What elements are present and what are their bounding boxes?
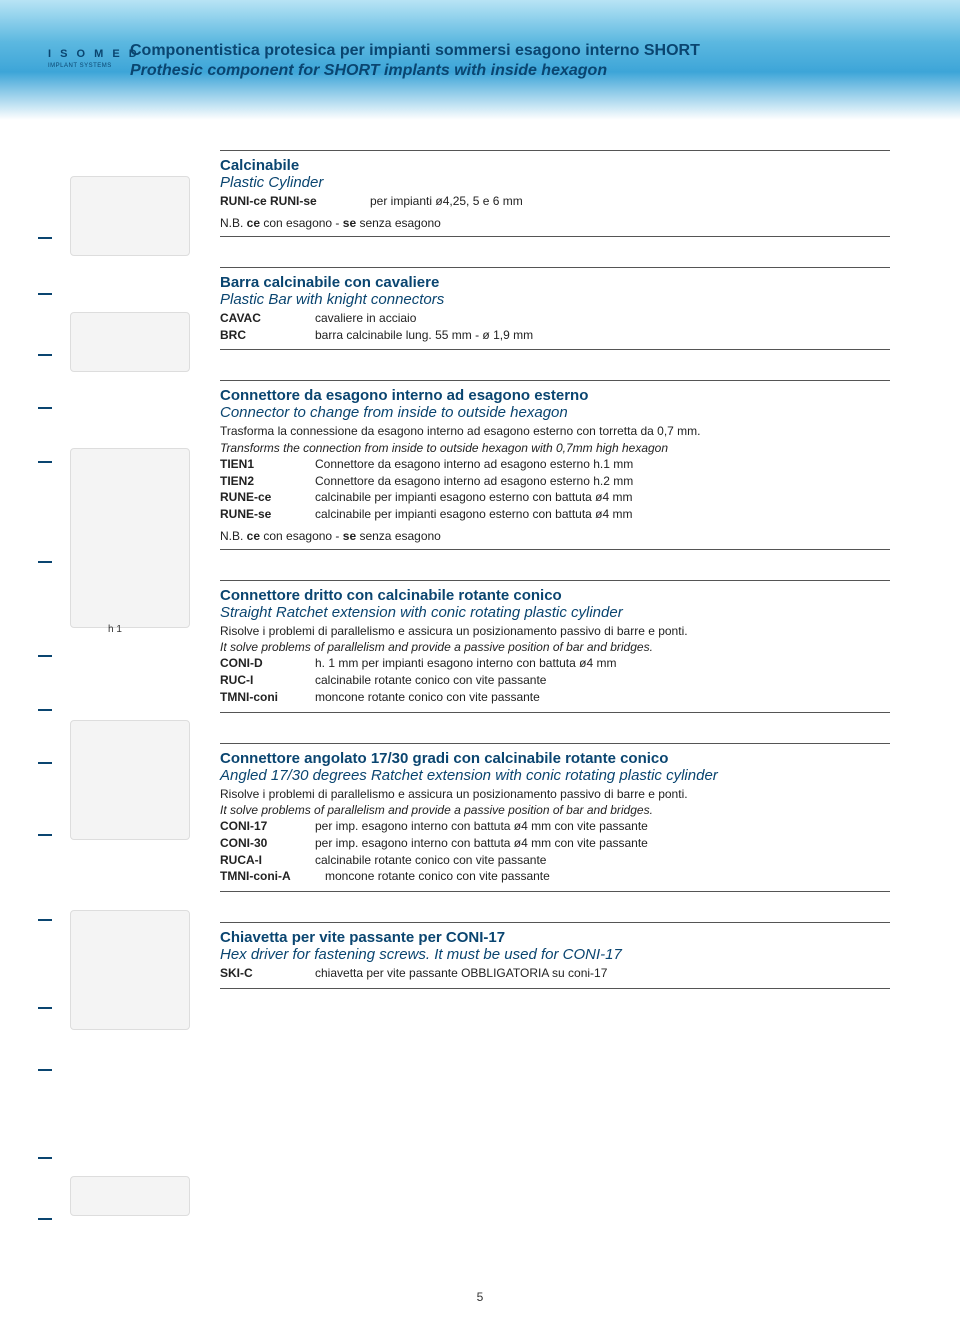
section-chiavetta: Chiavetta per vite passante per CONI-17 … — [220, 922, 890, 989]
h1-label: h 1 — [108, 624, 122, 635]
margin-tick — [38, 237, 52, 239]
margin-tick — [38, 1157, 52, 1159]
product-desc: calcinabile per impianti esagono esterno… — [315, 489, 890, 506]
product-row: CONI-30per imp. esagono interno con batt… — [220, 835, 890, 852]
product-desc: Connettore da esagono interno ad esagono… — [315, 473, 890, 490]
product-row: RUCA-Icalcinabile rotante conico con vit… — [220, 852, 890, 869]
margin-tick — [38, 919, 52, 921]
margin-tick — [38, 1069, 52, 1071]
product-code: TIEN1 — [220, 456, 315, 473]
product-desc: barra calcinabile lung. 55 mm - ø 1,9 mm — [315, 327, 890, 344]
product-row: CAVAC cavaliere in acciaio — [220, 310, 890, 327]
sec-title-it: Connettore angolato 17/30 gradi con calc… — [220, 750, 890, 767]
margin-tick — [38, 762, 52, 764]
sec-title-it: Calcinabile — [220, 157, 890, 174]
sec-desc-it: Trasforma la connessione da esagono inte… — [220, 423, 890, 439]
product-code: RUCA-I — [220, 852, 315, 869]
sec-desc-en: Transforms the connection from inside to… — [220, 440, 890, 456]
product-desc: per impianti ø4,25, 5 e 6 mm — [370, 193, 890, 210]
header-title-it: Componentistica protesica per impianti s… — [130, 42, 920, 60]
product-code: RUNE-se — [220, 506, 315, 523]
product-row: CONI-Dh. 1 mm per impianti esagono inter… — [220, 655, 890, 672]
section-connettore-angolato: Connettore angolato 17/30 gradi con calc… — [220, 743, 890, 893]
margin-tick — [38, 834, 52, 836]
product-image — [70, 448, 190, 628]
product-row: BRC barra calcinabile lung. 55 mm - ø 1,… — [220, 327, 890, 344]
section-connettore-dritto: Connettore dritto con calcinabile rotant… — [220, 580, 890, 713]
section-calcinabile: Calcinabile Plastic Cylinder RUNI-ce RUN… — [220, 150, 890, 237]
product-desc: per imp. esagono interno con battuta ø4 … — [315, 818, 890, 835]
product-desc: h. 1 mm per impianti esagono interno con… — [315, 655, 890, 672]
logo-subtext: IMPLANT SYSTEMS — [48, 63, 112, 69]
sec-title-it: Chiavetta per vite passante per CONI-17 — [220, 929, 890, 946]
product-image — [70, 312, 190, 372]
sec-title-en: Hex driver for fastening screws. It must… — [220, 946, 890, 963]
margin-tick — [38, 1007, 52, 1009]
product-row: RUNE-secalcinabile per impianti esagono … — [220, 506, 890, 523]
product-desc: calcinabile rotante conico con vite pass… — [315, 672, 890, 689]
margin-tick — [38, 561, 52, 563]
product-code: BRC — [220, 327, 315, 344]
margin-tick — [38, 354, 52, 356]
product-desc: calcinabile per impianti esagono esterno… — [315, 506, 890, 523]
product-row: TMNI-conimoncone rotante conico con vite… — [220, 689, 890, 706]
sec-title-en: Plastic Cylinder — [220, 174, 890, 191]
header-band: I S O M E D IMPLANT SYSTEMS Componentist… — [0, 0, 960, 120]
sec-desc-it: Risolve i problemi di parallelismo e ass… — [220, 786, 890, 802]
product-desc: Connettore da esagono interno ad esagono… — [315, 456, 890, 473]
header-title-en: Prothesic component for SHORT implants w… — [130, 62, 920, 80]
sec-desc-en: It solve problems of parallelism and pro… — [220, 639, 890, 655]
product-code: CONI-D — [220, 655, 315, 672]
product-row: CONI-17per imp. esagono interno con batt… — [220, 818, 890, 835]
sec-title-en: Connector to change from inside to outsi… — [220, 404, 890, 421]
product-image — [70, 176, 190, 256]
sec-title-en: Angled 17/30 degrees Ratchet extension w… — [220, 767, 890, 784]
margin-tick — [38, 655, 52, 657]
page-number: 5 — [0, 1290, 960, 1304]
margin-tick — [38, 407, 52, 409]
product-desc: calcinabile rotante conico con vite pass… — [315, 852, 890, 869]
note: N.B. ce con esagono - se senza esagono — [220, 529, 890, 543]
product-row: RUC-Icalcinabile rotante conico con vite… — [220, 672, 890, 689]
product-desc: chiavetta per vite passante OBBLIGATORIA… — [315, 965, 890, 982]
margin-tick — [38, 1218, 52, 1220]
sec-title-it: Connettore dritto con calcinabile rotant… — [220, 587, 890, 604]
sec-title-en: Plastic Bar with knight connectors — [220, 291, 890, 308]
product-desc: cavaliere in acciaio — [315, 310, 890, 327]
sec-title-it: Connettore da esagono interno ad esagono… — [220, 387, 890, 404]
margin-tick — [38, 461, 52, 463]
product-desc: moncone rotante conico con vite passante — [325, 868, 890, 885]
product-code: RUNE-ce — [220, 489, 315, 506]
sec-desc-en: It solve problems of parallelism and pro… — [220, 802, 890, 818]
note: N.B. ce con esagono - se senza esagono — [220, 216, 890, 230]
sec-title-it: Barra calcinabile con cavaliere — [220, 274, 890, 291]
product-row: RUNI-ce RUNI-se per impianti ø4,25, 5 e … — [220, 193, 890, 210]
product-code: RUNI-ce RUNI-se — [220, 193, 370, 210]
product-code: RUC-I — [220, 672, 315, 689]
product-code: TMNI-coni-A — [220, 868, 325, 885]
product-row: TIEN2Connettore da esagono interno ad es… — [220, 473, 890, 490]
product-image — [70, 720, 190, 840]
product-desc: moncone rotante conico con vite passante — [315, 689, 890, 706]
product-code: CONI-30 — [220, 835, 315, 852]
section-connettore-esagono: Connettore da esagono interno ad esagono… — [220, 380, 890, 550]
product-image — [70, 1176, 190, 1216]
margin-tick — [38, 709, 52, 711]
product-row: SKI-Cchiavetta per vite passante OBBLIGA… — [220, 965, 890, 982]
product-code: TIEN2 — [220, 473, 315, 490]
product-row: TIEN1Connettore da esagono interno ad es… — [220, 456, 890, 473]
product-row: RUNE-cecalcinabile per impianti esagono … — [220, 489, 890, 506]
section-barra: Barra calcinabile con cavaliere Plastic … — [220, 267, 890, 351]
margin-tick — [38, 293, 52, 295]
product-code: CAVAC — [220, 310, 315, 327]
product-image — [70, 910, 190, 1030]
product-code: TMNI-coni — [220, 689, 315, 706]
product-desc: per imp. esagono interno con battuta ø4 … — [315, 835, 890, 852]
product-code: CONI-17 — [220, 818, 315, 835]
sec-desc-it: Risolve i problemi di parallelismo e ass… — [220, 623, 890, 639]
product-code: SKI-C — [220, 965, 315, 982]
product-row: TMNI-coni-Amoncone rotante conico con vi… — [220, 868, 890, 885]
sec-title-en: Straight Ratchet extension with conic ro… — [220, 604, 890, 621]
logo-text: I S O M E D — [48, 48, 140, 60]
